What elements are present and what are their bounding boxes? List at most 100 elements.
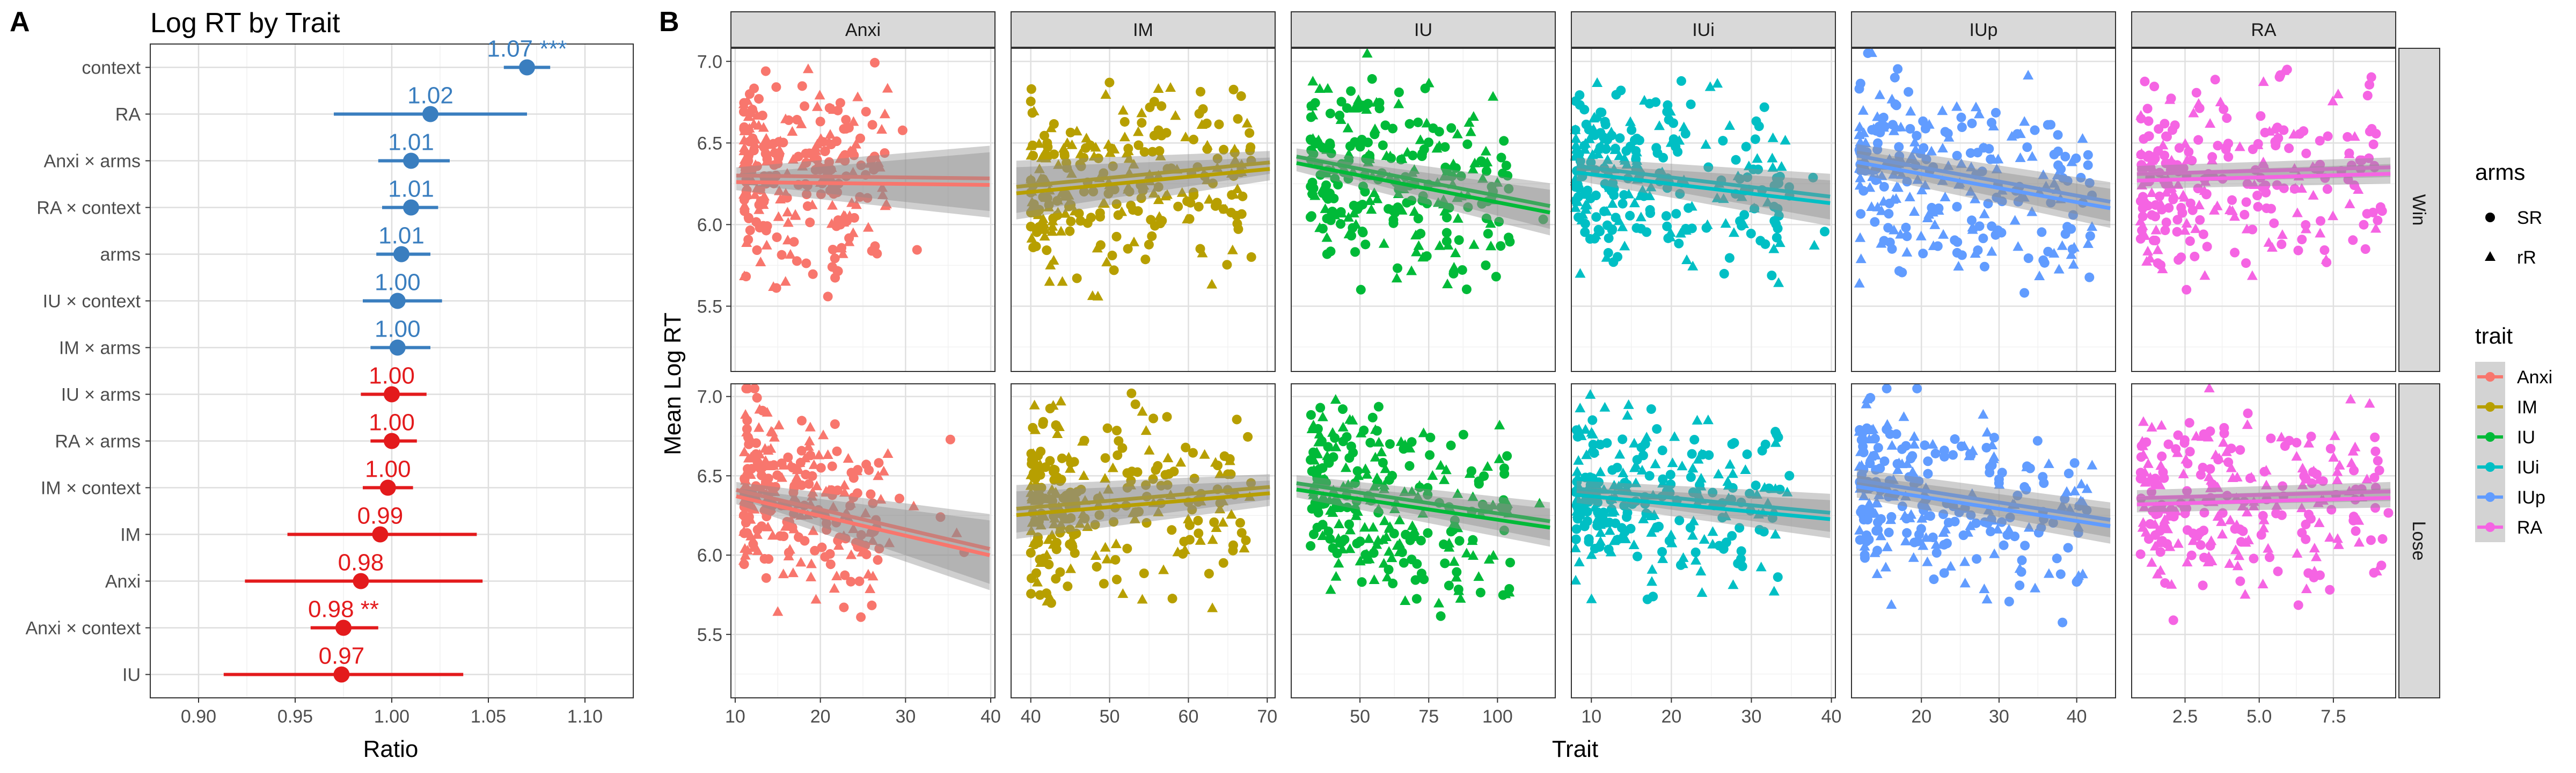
scatter-point-sr	[796, 415, 807, 426]
x-tick-label: 20	[1911, 706, 1931, 727]
scatter-point-rr	[1092, 243, 1103, 253]
scatter-point-sr	[1092, 561, 1102, 572]
scatter-point-rr	[1886, 440, 1898, 450]
scatter-point-sr	[832, 187, 843, 198]
scatter-point-sr	[1436, 611, 1446, 621]
scatter-point-rr	[1970, 193, 1981, 203]
scatter-point-rr	[1959, 440, 1970, 450]
scatter-point-sr	[2253, 202, 2263, 212]
scatter-point-sr	[1130, 399, 1140, 410]
scatter-point-rr	[2162, 523, 2174, 534]
scatter-point-rr	[865, 583, 876, 593]
scatter-point-sr	[894, 493, 904, 504]
scatter-point-sr	[1041, 588, 1051, 599]
scatter-point-rr	[1718, 193, 1729, 203]
scatter-point-sr	[1072, 487, 1082, 497]
scatter-point-rr	[1384, 521, 1395, 531]
scatter-point-sr	[2191, 87, 2201, 98]
scatter-point-sr	[1871, 465, 1881, 475]
scatter-point-rr	[2061, 486, 2073, 496]
scatter-point-sr	[2256, 111, 2266, 121]
scatter-point-sr	[2185, 198, 2196, 208]
scatter-point-rr	[1930, 539, 1942, 549]
scatter-point-rr	[847, 227, 859, 237]
scatter-point-sr	[739, 98, 749, 108]
scatter-point-rr	[813, 449, 824, 460]
scatter-point-sr	[1929, 574, 1939, 585]
scatter-point-sr	[1477, 499, 1488, 509]
scatter-point-rr	[1650, 458, 1661, 469]
scatter-point-rr	[1723, 480, 1734, 490]
scatter-point-rr	[873, 470, 884, 480]
scatter-point-sr	[1884, 198, 1894, 208]
scatter-point-rr	[787, 154, 799, 164]
scatter-point-sr	[1111, 574, 1122, 585]
scatter-point-sr	[1584, 534, 1594, 544]
scatter-point-sr	[2293, 600, 2303, 610]
scatter-point-sr	[1042, 245, 1052, 256]
scatter-point-rr	[1677, 558, 1688, 568]
scatter-point-rr	[1876, 170, 1887, 180]
scatter-point-sr	[1153, 125, 1163, 135]
scatter-point-sr	[1090, 520, 1100, 530]
scatter-point-sr	[1727, 531, 1737, 541]
scatter-point-rr	[1943, 160, 1954, 170]
value-label: 1.02	[407, 83, 453, 109]
scatter-point-sr	[1767, 271, 1777, 281]
confidence-ribbon	[1856, 475, 2111, 544]
scatter-point-sr	[1981, 442, 1992, 453]
y-tick-label: IM	[120, 525, 141, 545]
scatter-point-sr	[2315, 136, 2325, 146]
scatter-point-sr	[1167, 525, 1177, 535]
panel-b-letter: B	[659, 6, 679, 38]
scatter-point-sr	[2012, 129, 2023, 139]
scatter-point-sr	[1071, 528, 1081, 538]
scatter-point-sr	[1086, 213, 1096, 223]
scatter-point-sr	[1452, 567, 1462, 577]
scatter-point-rr	[1175, 457, 1187, 467]
scatter-point-rr	[1317, 530, 1328, 540]
scatter-point-rr	[802, 63, 814, 74]
x-tick-label: 20	[810, 706, 831, 727]
scatter-point-rr	[2172, 447, 2183, 457]
scatter-point-rr	[2006, 130, 2017, 141]
scatter-point-rr	[1989, 548, 2000, 558]
scatter-point-sr	[1912, 130, 1922, 141]
scatter-point-sr	[1141, 518, 1152, 528]
scatter-point-sr	[1111, 199, 1122, 209]
scatter-point-sr	[1109, 265, 1119, 275]
scatter-point-sr	[2349, 465, 2359, 476]
scatter-point-sr	[2176, 202, 2186, 213]
scatter-point-sr	[1483, 229, 1493, 239]
scatter-point-sr	[2060, 151, 2070, 162]
scatter-point-rr	[1614, 449, 1626, 459]
scatter-point-rr	[862, 222, 874, 232]
scatter-point-sr	[1692, 488, 1702, 498]
scatter-point-sr	[1306, 541, 1316, 551]
scatter-point-rr	[1330, 394, 1341, 404]
scatter-point-sr	[1604, 544, 1614, 555]
scatter-point-sr	[2315, 570, 2325, 580]
scatter-point-rr	[1197, 247, 1208, 258]
value-label: 1.00	[365, 456, 411, 483]
scatter-point-sr	[1665, 487, 1675, 498]
scatter-point-sr	[1028, 468, 1038, 478]
scatter-point-sr	[2144, 150, 2154, 161]
scatter-point-rr	[2308, 189, 2319, 200]
scatter-point-rr	[1427, 470, 1438, 480]
scatter-point-rr	[2163, 511, 2174, 521]
scatter-point-rr	[1379, 515, 1390, 526]
scatter-point-sr	[1420, 83, 1430, 93]
scatter-point-rr	[1370, 123, 1381, 134]
scatter-point-rr	[1928, 240, 1939, 250]
scatter-point-sr	[2266, 203, 2277, 214]
scatter-point-rr	[1224, 455, 1235, 465]
scatter-point-sr	[802, 189, 812, 200]
scatter-point-sr	[1372, 426, 1382, 436]
scatter-point-sr	[1189, 134, 1199, 144]
scatter-point-sr	[2374, 465, 2384, 476]
scatter-point-rr	[826, 218, 837, 228]
scatter-point-rr	[1097, 198, 1109, 208]
scatter-point-sr	[874, 458, 884, 468]
scatter-point-sr	[1906, 454, 1916, 464]
